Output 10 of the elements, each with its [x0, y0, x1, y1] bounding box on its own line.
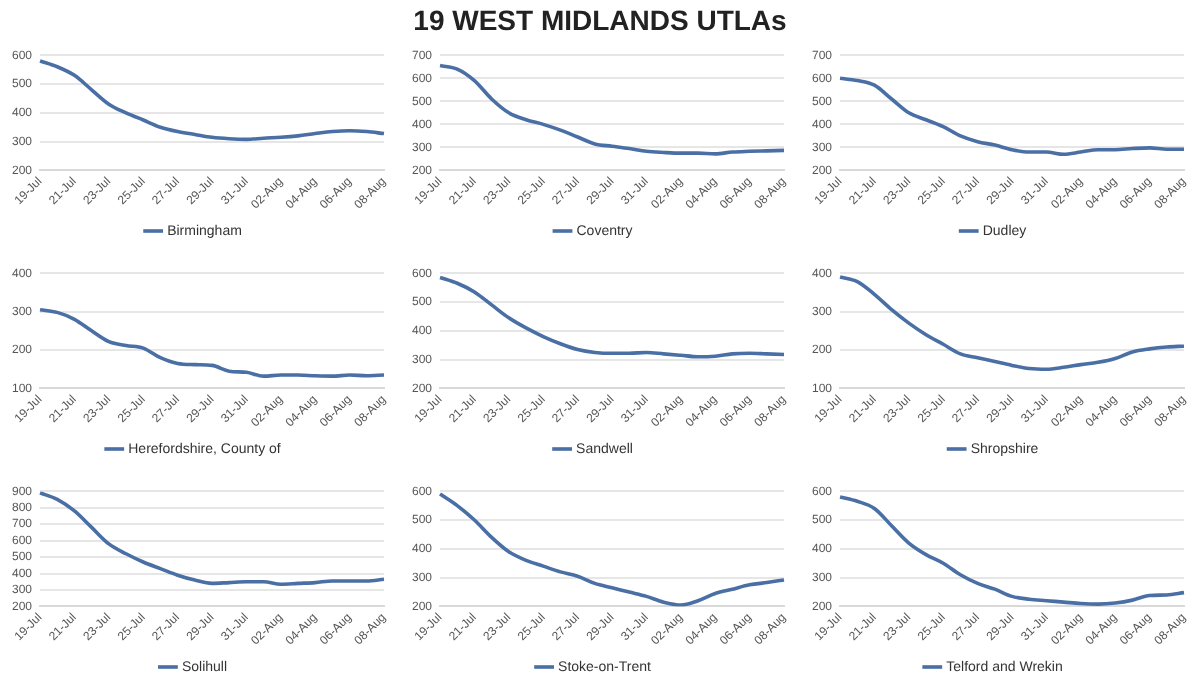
line-series [838, 275, 1186, 372]
line-series [438, 492, 786, 607]
line-series [838, 495, 1186, 606]
line-series [438, 275, 786, 359]
line-series [838, 76, 1186, 157]
line-series [438, 63, 786, 156]
chart-title: 19 WEST MIDLANDS UTLAs [411, 2, 789, 40]
line-series [38, 307, 386, 378]
line-series [38, 491, 386, 587]
line-series [38, 59, 386, 142]
